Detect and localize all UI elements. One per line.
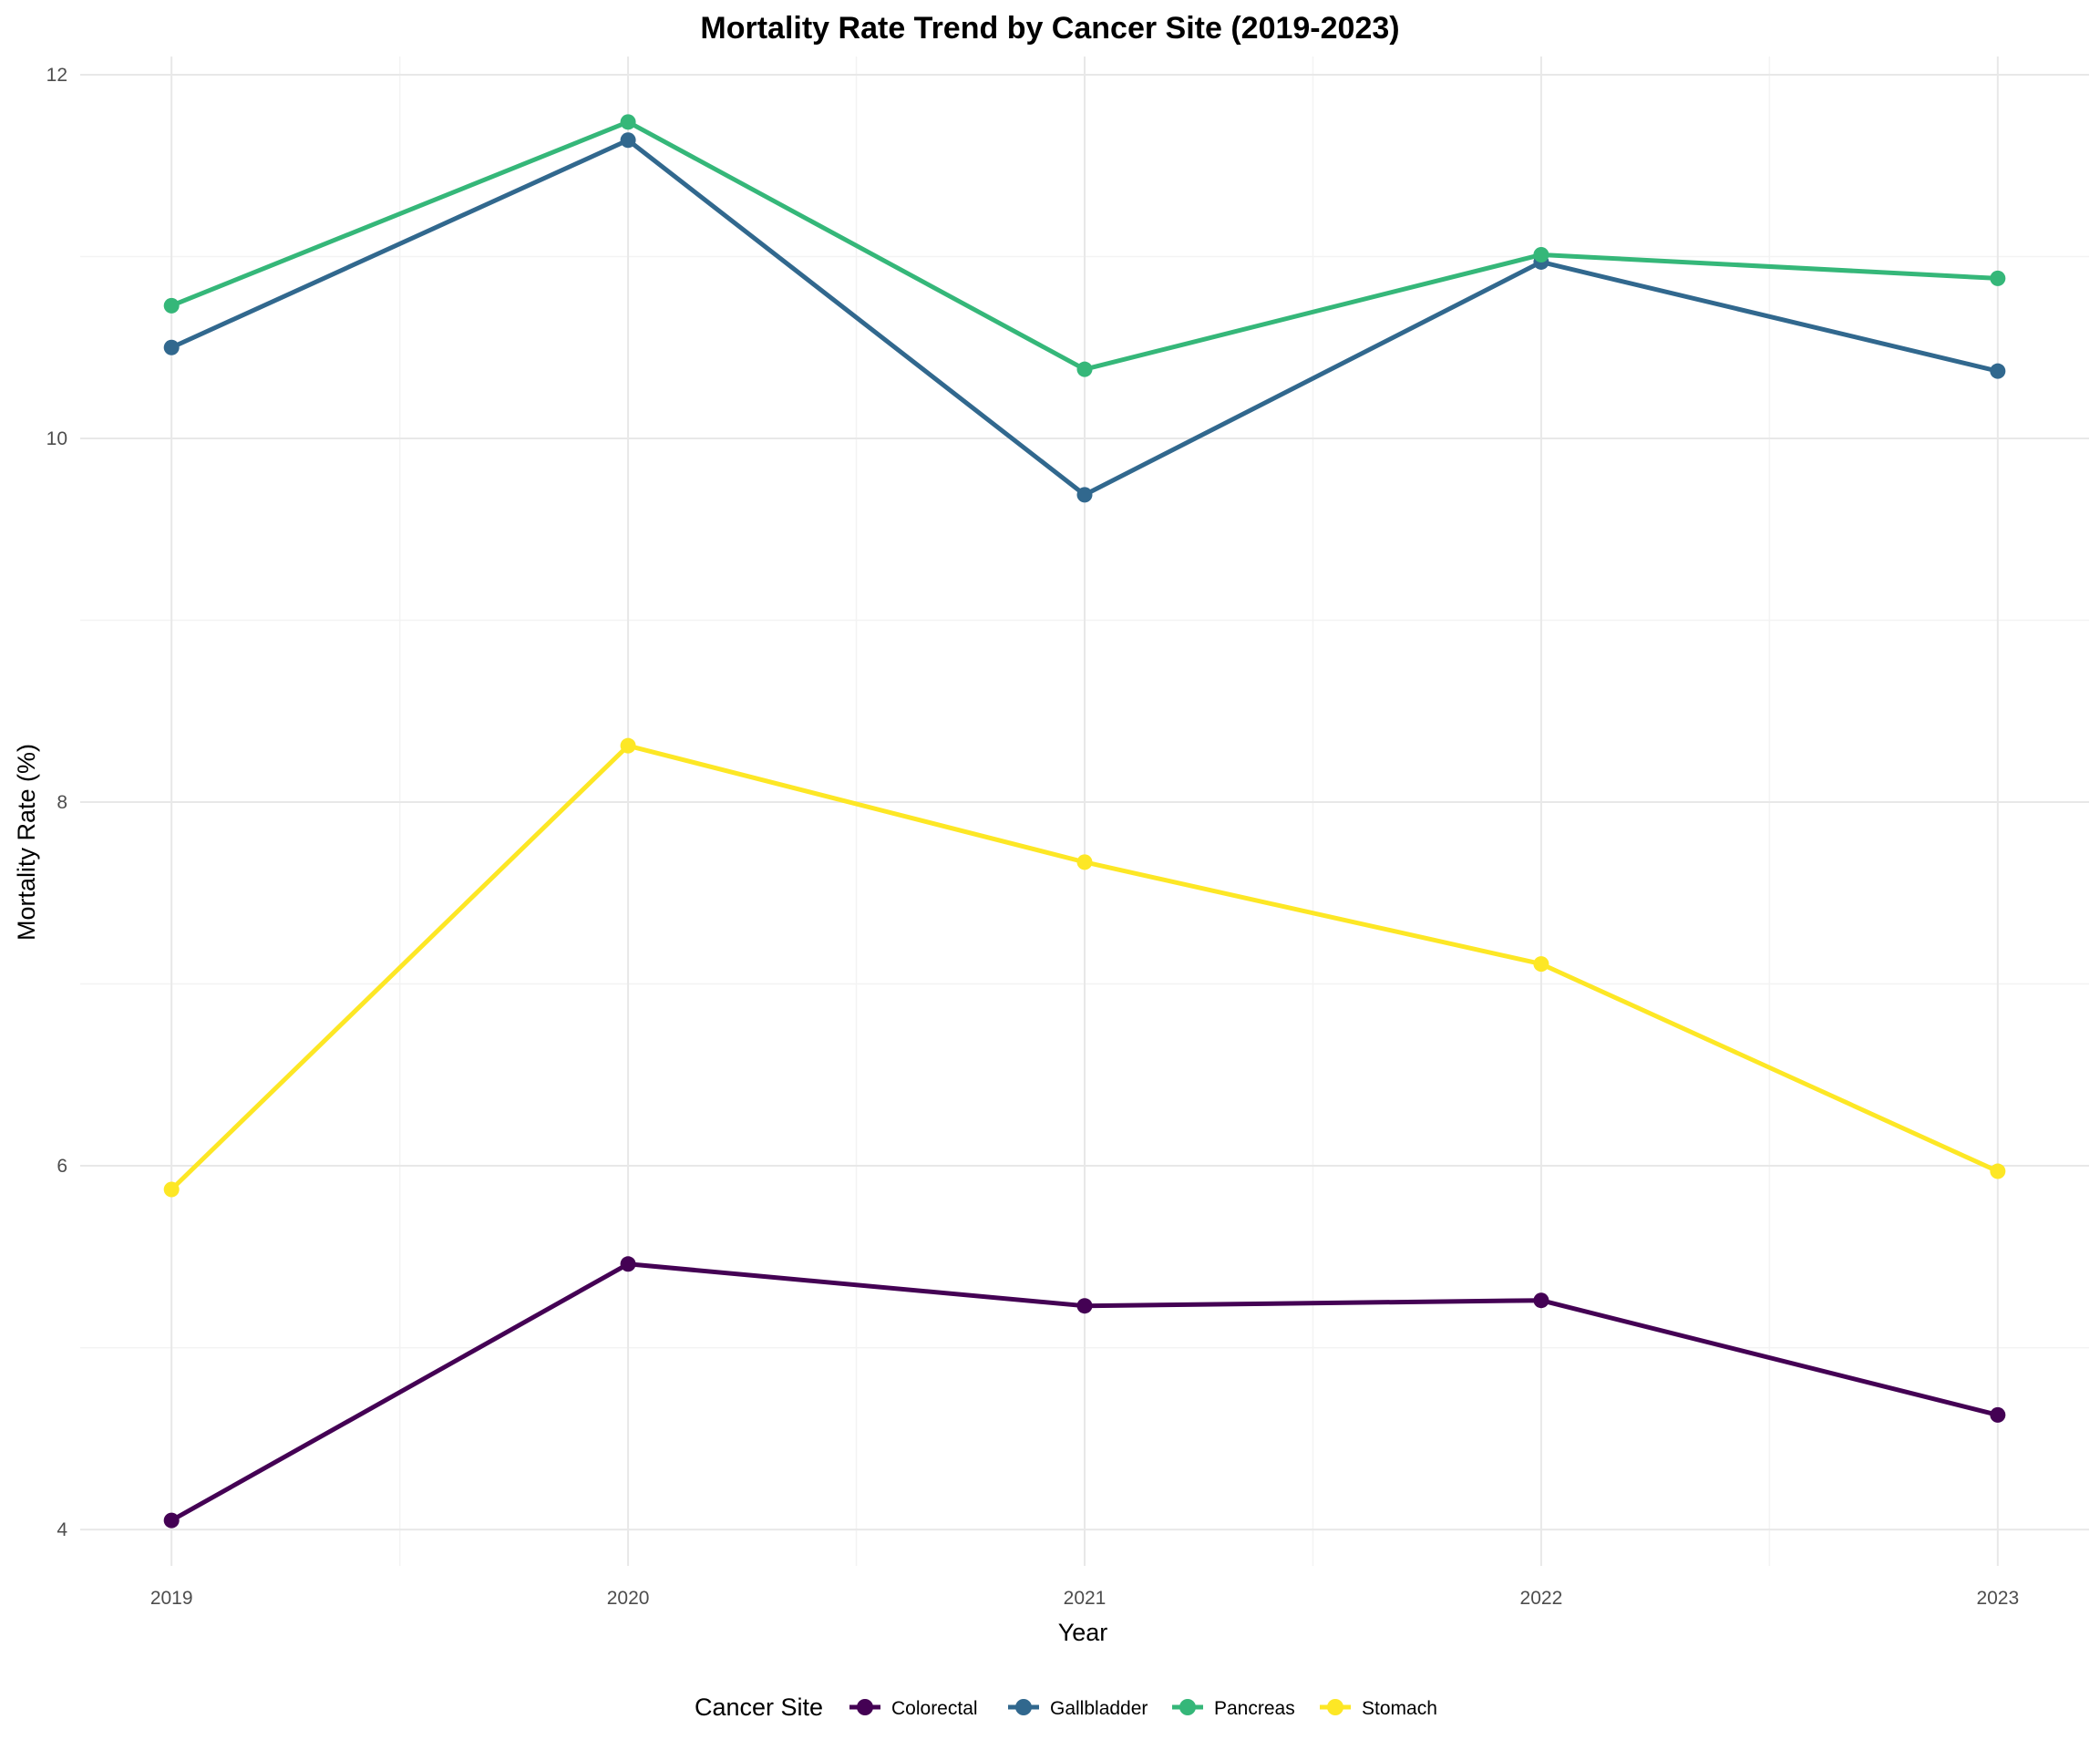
- data-point-pancreas: [620, 114, 636, 130]
- x-tick-label: 2020: [607, 1588, 650, 1609]
- data-point-colorectal: [1076, 1298, 1093, 1314]
- legend-key-point: [857, 1699, 873, 1715]
- legend-label-colorectal: Colorectal: [891, 1698, 978, 1719]
- legend-item-gallbladder: Gallbladder: [1008, 1698, 1148, 1719]
- y-tick-label: 8: [57, 792, 67, 813]
- legend-item-stomach: Stomach: [1320, 1698, 1437, 1719]
- y-tick-label: 10: [46, 428, 67, 449]
- data-point-stomach: [620, 737, 636, 754]
- data-point-gallbladder: [163, 339, 180, 355]
- data-point-gallbladder: [1076, 487, 1093, 503]
- data-point-stomach: [1990, 1163, 2006, 1179]
- legend-key-point: [1015, 1699, 1032, 1715]
- series-stomach: [163, 737, 2006, 1198]
- y-axis-title: Mortality Rate (%): [13, 744, 40, 941]
- legend-item-pancreas: Pancreas: [1172, 1698, 1295, 1719]
- data-point-gallbladder: [1990, 363, 2006, 379]
- x-axis-title: Year: [1058, 1619, 1108, 1646]
- data-point-pancreas: [1533, 246, 1549, 262]
- data-point-stomach: [163, 1181, 180, 1198]
- x-tick-label: 2019: [150, 1588, 193, 1609]
- series-pancreas: [163, 114, 2006, 377]
- data-point-colorectal: [163, 1512, 180, 1529]
- data-point-stomach: [1533, 956, 1549, 973]
- x-tick-label: 2023: [1976, 1588, 2019, 1609]
- legend-title: Cancer Site: [695, 1693, 823, 1721]
- chart-title: Mortality Rate Trend by Cancer Site (201…: [700, 11, 1399, 46]
- legend-item-colorectal: Colorectal: [849, 1698, 978, 1719]
- data-point-gallbladder: [620, 132, 636, 149]
- data-point-colorectal: [1990, 1406, 2006, 1423]
- x-axis-tick-labels: 2019 2020 2021 2022 2023: [150, 1588, 2019, 1609]
- legend-label-gallbladder: Gallbladder: [1050, 1698, 1148, 1719]
- data-point-pancreas: [163, 297, 180, 314]
- y-tick-label: 6: [57, 1156, 67, 1177]
- legend-key-point: [1179, 1699, 1196, 1715]
- x-tick-label: 2021: [1064, 1588, 1107, 1609]
- data-point-pancreas: [1990, 270, 2006, 286]
- data-point-pancreas: [1076, 361, 1093, 377]
- legend-label-pancreas: Pancreas: [1214, 1698, 1295, 1719]
- data-point-colorectal: [1533, 1292, 1549, 1309]
- data-point-colorectal: [620, 1256, 636, 1272]
- y-tick-label: 4: [57, 1519, 67, 1540]
- y-axis-tick-labels: 4 6 8 10 12: [46, 65, 68, 1540]
- legend-key-point: [1327, 1699, 1343, 1715]
- legend-label-stomach: Stomach: [1362, 1698, 1437, 1719]
- gridlines: [80, 57, 2089, 1566]
- data-point-stomach: [1076, 854, 1093, 870]
- legend-items: Colorectal Gallbladder Pancreas Stomach: [849, 1698, 1437, 1719]
- y-tick-label: 12: [46, 65, 67, 86]
- series-colorectal: [163, 1256, 2006, 1529]
- x-tick-label: 2022: [1520, 1588, 1563, 1609]
- legend: Cancer Site Colorectal Gallbladder Pancrea…: [695, 1693, 1437, 1721]
- series-lines: [163, 114, 2006, 1529]
